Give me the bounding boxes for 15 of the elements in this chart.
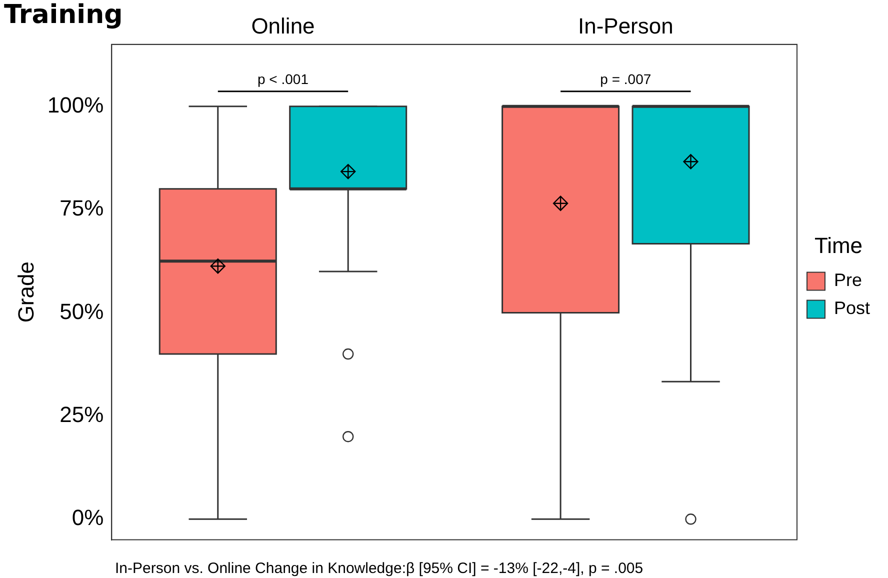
annotation: p < .001 bbox=[257, 71, 309, 88]
y-tick-label: 0% bbox=[72, 505, 104, 530]
text: In-Person vs. Online Change in Knowledge:β [95% CI] = -13% [-22,-4], p = .005 bbox=[115, 560, 644, 577]
x-tick-label: In-Person bbox=[578, 13, 674, 38]
annotation: p = .007 bbox=[600, 71, 652, 88]
x-tick-label: Online bbox=[251, 13, 315, 38]
legend-title: Time bbox=[814, 232, 863, 258]
y-axis-title: Grade bbox=[13, 262, 38, 323]
y-tick-label: 25% bbox=[60, 402, 104, 428]
y-tick-label: 50% bbox=[60, 298, 104, 324]
legend-label: Pre bbox=[834, 270, 862, 290]
chart-title: Training bbox=[4, 0, 123, 30]
legend-label: Post bbox=[834, 298, 870, 318]
y-tick-label: 100% bbox=[47, 92, 104, 118]
y-tick-label: 75% bbox=[60, 196, 104, 221]
